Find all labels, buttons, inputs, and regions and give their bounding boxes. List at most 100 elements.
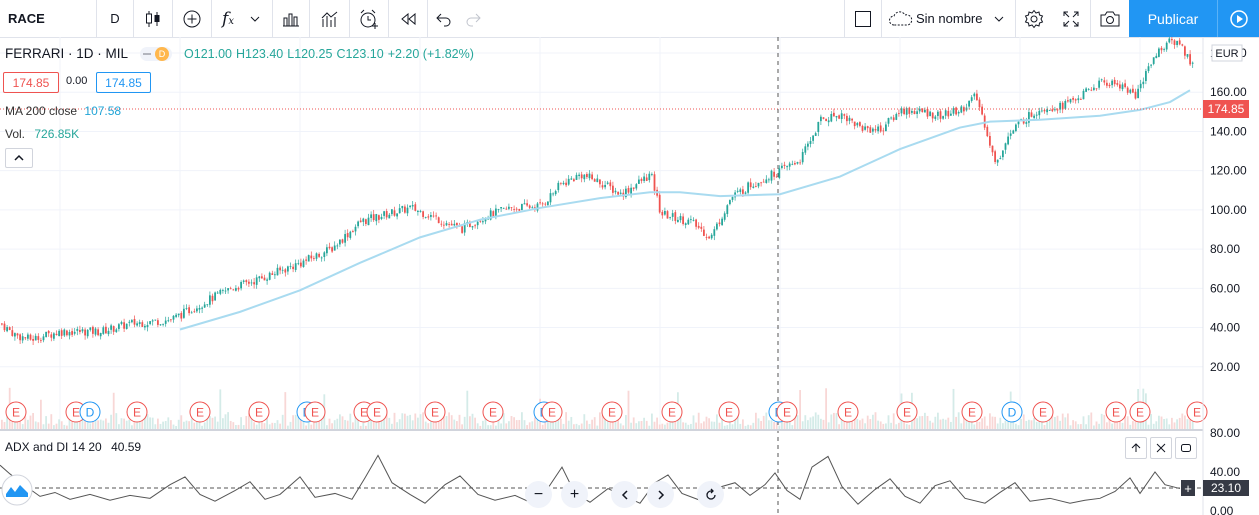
earnings-event-marker[interactable]: E (1186, 401, 1208, 423)
volume-bar (1095, 421, 1098, 430)
candle (679, 216, 682, 221)
price-tick-label: 20.00 (1210, 360, 1240, 374)
ma-legend[interactable]: MA 200 close 107.58 (5, 104, 121, 118)
dividend-event-marker[interactable]: D (79, 401, 101, 423)
symbol-search[interactable]: RACE (0, 0, 104, 37)
undo-button[interactable] (428, 0, 460, 37)
candle (401, 205, 404, 209)
earnings-event-marker[interactable]: E (482, 401, 504, 423)
dividend-event-marker[interactable]: D (1001, 401, 1023, 423)
buy-price-box[interactable]: 174.85 (96, 72, 151, 93)
indicators-button[interactable]: fx (212, 0, 272, 37)
earnings-event-marker[interactable]: E (126, 401, 148, 423)
volume-bar (635, 423, 638, 430)
eye-toggle[interactable]: D (140, 46, 173, 61)
earnings-event-marker[interactable]: E (366, 401, 388, 423)
earnings-event-marker[interactable]: E (424, 401, 446, 423)
price-chart[interactable]: EEDEEEDEEEEEDEEEEDEEEEDEEEE 20.00 40.00 60… (0, 37, 1259, 515)
fullscreen-button[interactable] (1054, 0, 1088, 37)
publish-button[interactable]: Publicar (1129, 0, 1217, 37)
candle (601, 185, 604, 188)
candle (313, 258, 315, 259)
volume-bar (349, 413, 352, 430)
sell-price-box[interactable]: 174.85 (3, 72, 59, 93)
templates-button[interactable] (273, 0, 309, 37)
earnings-event-marker[interactable]: E (541, 401, 563, 423)
candles-icon (146, 10, 160, 27)
maximize-pane-button[interactable] (1175, 437, 1197, 459)
settings-button[interactable] (1016, 0, 1052, 37)
volume-bar (833, 412, 835, 430)
compare-button[interactable] (173, 0, 211, 37)
volume-bar (185, 420, 188, 430)
earnings-event-marker[interactable]: E (961, 401, 983, 423)
volume-bar (645, 420, 648, 430)
earnings-event-marker[interactable]: E (837, 401, 859, 423)
earnings-event-marker[interactable]: E (1032, 401, 1054, 423)
reset-chart-button[interactable] (697, 481, 724, 508)
move-pane-up-button[interactable] (1125, 437, 1147, 459)
scroll-right-button[interactable] (647, 481, 674, 508)
candle (671, 213, 674, 217)
volume-bar (398, 419, 401, 430)
earnings-event-marker[interactable]: E (248, 401, 270, 423)
candle (1145, 71, 1147, 82)
volume-bar (365, 425, 367, 430)
redo-button[interactable] (460, 0, 486, 37)
zoom-in-button[interactable]: + (561, 481, 588, 508)
save-layout-button[interactable]: Sin nombre (882, 0, 1021, 37)
earnings-event-marker[interactable]: E (1105, 401, 1127, 423)
earnings-event-marker[interactable]: E (776, 401, 798, 423)
adx-legend[interactable]: ADX and DI 14 20 40.59 (5, 440, 141, 454)
volume-legend[interactable]: Vol. 726.85K (5, 127, 79, 141)
scroll-left-button[interactable] (611, 481, 638, 508)
earnings-event-marker[interactable]: E (896, 401, 918, 423)
candle (840, 113, 843, 120)
volume-bar (190, 418, 193, 430)
candle (14, 333, 16, 337)
volume-bar (1035, 421, 1038, 430)
candle (617, 191, 619, 195)
volume-bar (931, 422, 934, 430)
close-pane-button[interactable] (1150, 437, 1172, 459)
zoom-out-button[interactable]: − (525, 481, 552, 508)
volume-bar (552, 417, 554, 430)
interval-label: D (110, 11, 120, 26)
volume-bar (97, 420, 99, 430)
earnings-event-marker[interactable]: E (601, 401, 623, 423)
volume-bar (651, 413, 653, 430)
volume-bar (11, 420, 14, 430)
earnings-event-marker[interactable]: E (304, 401, 326, 423)
price-tick-label: 60.00 (1210, 281, 1240, 295)
alert-button[interactable] (350, 0, 388, 37)
play-button[interactable] (1217, 0, 1259, 37)
adx-tick-label: 0.00 (1210, 504, 1234, 515)
volume-bar (848, 415, 851, 430)
chart-type-button[interactable] (134, 0, 172, 37)
add-compare-icon (183, 10, 201, 27)
earnings-event-marker[interactable]: E (718, 401, 740, 423)
volume-bar (367, 416, 370, 430)
earnings-event-marker[interactable]: E (661, 401, 683, 423)
interval-button[interactable]: D (97, 0, 133, 37)
candle (268, 272, 271, 280)
event-label: E (783, 406, 791, 420)
replay-button[interactable] (389, 0, 427, 37)
candle (19, 334, 21, 341)
earnings-event-marker[interactable]: E (5, 401, 27, 423)
earnings-event-marker[interactable]: E (189, 401, 211, 423)
symbol-legend: FERRARI · 1D · MIL D O121.00 H123.40 L12… (5, 46, 474, 61)
financials-button[interactable] (310, 0, 349, 37)
layout-button[interactable] (845, 0, 881, 37)
ohlc-open: O121.00 (184, 46, 232, 61)
snapshot-button[interactable] (1091, 0, 1128, 37)
volume-bar (869, 419, 872, 430)
volume-bar (1119, 419, 1121, 430)
volume-bar (391, 423, 393, 430)
volume-bar (404, 413, 406, 430)
earnings-event-marker[interactable]: E (1129, 401, 1151, 423)
collapse-legend-button[interactable] (5, 148, 33, 168)
volume-bar (1103, 414, 1106, 430)
candle (502, 207, 505, 209)
volume-bar (287, 425, 289, 430)
